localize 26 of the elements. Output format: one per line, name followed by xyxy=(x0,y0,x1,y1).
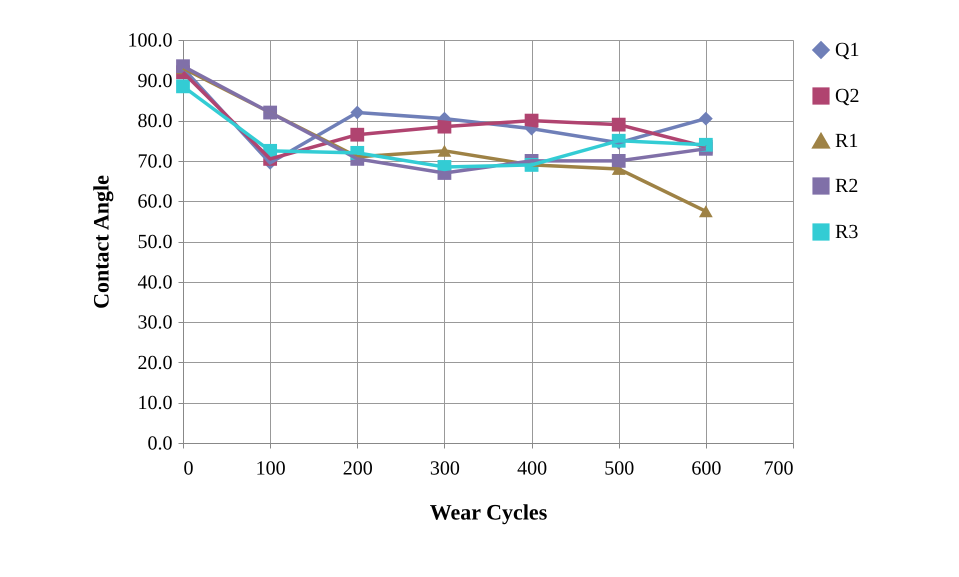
y-tick-label: 20.0 xyxy=(138,352,172,374)
legend-label: Q1 xyxy=(835,39,860,61)
x-tick-label: 100 xyxy=(256,458,286,480)
y-tick-label: 90.0 xyxy=(138,70,172,92)
x-tick-label: 500 xyxy=(604,458,634,480)
x-tick-label: 400 xyxy=(517,458,548,480)
legend-label: R3 xyxy=(835,221,858,243)
y-tick-label: 70.0 xyxy=(138,150,172,172)
x-tick-label: 700 xyxy=(764,458,794,480)
x-tick-label: 600 xyxy=(691,458,722,480)
y-tick-label: 30.0 xyxy=(138,312,172,334)
legend-label: R1 xyxy=(835,130,858,152)
y-tick-label: 60.0 xyxy=(138,190,172,213)
y-tick-label: 50.0 xyxy=(138,231,172,253)
y-axis-title: Contact Angle xyxy=(88,174,114,309)
legend-label: R2 xyxy=(835,175,858,197)
legend-label: Q2 xyxy=(835,85,860,107)
y-tick-label: 80.0 xyxy=(138,110,172,132)
x-axis-title: Wear Cycles xyxy=(430,500,548,524)
y-tick-label: 0.0 xyxy=(148,432,172,454)
y-tick-label: 100.0 xyxy=(128,30,172,52)
x-tick-label: 300 xyxy=(430,458,460,480)
x-tick-label: 200 xyxy=(342,458,373,480)
y-tick-label: 40.0 xyxy=(138,271,172,294)
x-tick-label: 0 xyxy=(184,458,194,480)
y-tick-label: 10.0 xyxy=(138,392,172,414)
